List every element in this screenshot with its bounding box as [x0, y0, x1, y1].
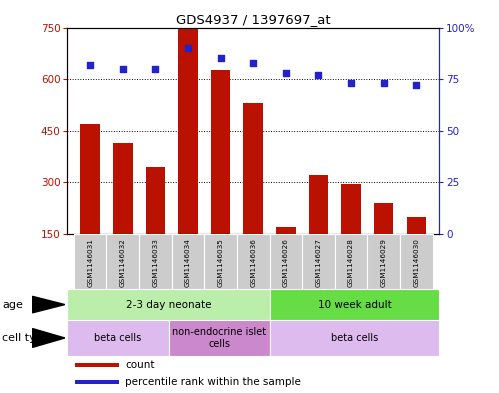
Text: 2-3 day neonate: 2-3 day neonate	[126, 299, 212, 310]
Bar	[269, 234, 302, 289]
Point	[119, 66, 127, 72]
Bar	[302, 234, 335, 289]
Text: GSM1146027: GSM1146027	[315, 238, 321, 287]
Text: GSM1146029: GSM1146029	[381, 238, 387, 287]
Point	[282, 70, 290, 76]
Bar	[178, 28, 198, 285]
Bar	[146, 167, 165, 285]
Bar	[367, 234, 400, 289]
Point	[380, 80, 388, 86]
Bar	[237, 234, 269, 289]
Text: age: age	[2, 299, 23, 310]
Bar	[75, 363, 119, 367]
Point	[184, 45, 192, 51]
Bar	[309, 175, 328, 285]
Bar	[80, 124, 100, 285]
Text: GSM1146034: GSM1146034	[185, 238, 191, 287]
Bar	[67, 320, 169, 356]
Text: beta cells: beta cells	[94, 333, 142, 343]
Text: GSM1146036: GSM1146036	[250, 238, 256, 287]
Text: GSM1146031: GSM1146031	[87, 238, 93, 287]
Text: percentile rank within the sample: percentile rank within the sample	[125, 377, 301, 387]
Bar	[270, 289, 439, 320]
Bar	[374, 203, 394, 285]
Point	[151, 66, 159, 72]
Text: 10 week adult: 10 week adult	[318, 299, 392, 310]
Bar	[67, 289, 270, 320]
Text: GSM1146030: GSM1146030	[413, 238, 419, 287]
Bar	[139, 234, 172, 289]
Bar	[113, 143, 133, 285]
Bar	[335, 234, 367, 289]
Bar	[106, 234, 139, 289]
Bar	[172, 234, 204, 289]
Bar	[75, 380, 119, 384]
Text: cell type: cell type	[2, 333, 50, 343]
Polygon shape	[32, 296, 65, 313]
Text: GSM1146033: GSM1146033	[152, 238, 158, 287]
Bar	[407, 217, 426, 285]
Bar	[244, 103, 263, 285]
Text: count: count	[125, 360, 155, 370]
Point	[347, 80, 355, 86]
Text: GSM1146032: GSM1146032	[120, 238, 126, 287]
Point	[217, 55, 225, 62]
Bar	[204, 234, 237, 289]
Bar	[270, 320, 439, 356]
Text: GSM1146026: GSM1146026	[283, 238, 289, 287]
Bar	[169, 320, 270, 356]
Bar	[400, 234, 433, 289]
Polygon shape	[32, 329, 65, 347]
Text: non-endocrine islet
cells: non-endocrine islet cells	[172, 327, 266, 349]
Bar	[276, 227, 295, 285]
Point	[249, 59, 257, 66]
Title: GDS4937 / 1397697_at: GDS4937 / 1397697_at	[176, 13, 330, 26]
Text: beta cells: beta cells	[331, 333, 378, 343]
Point	[412, 82, 420, 88]
Point	[314, 72, 322, 78]
Point	[86, 61, 94, 68]
Bar	[74, 234, 106, 289]
Bar	[211, 70, 231, 285]
Text: GSM1146035: GSM1146035	[218, 238, 224, 287]
Bar	[341, 184, 361, 285]
Text: GSM1146028: GSM1146028	[348, 238, 354, 287]
